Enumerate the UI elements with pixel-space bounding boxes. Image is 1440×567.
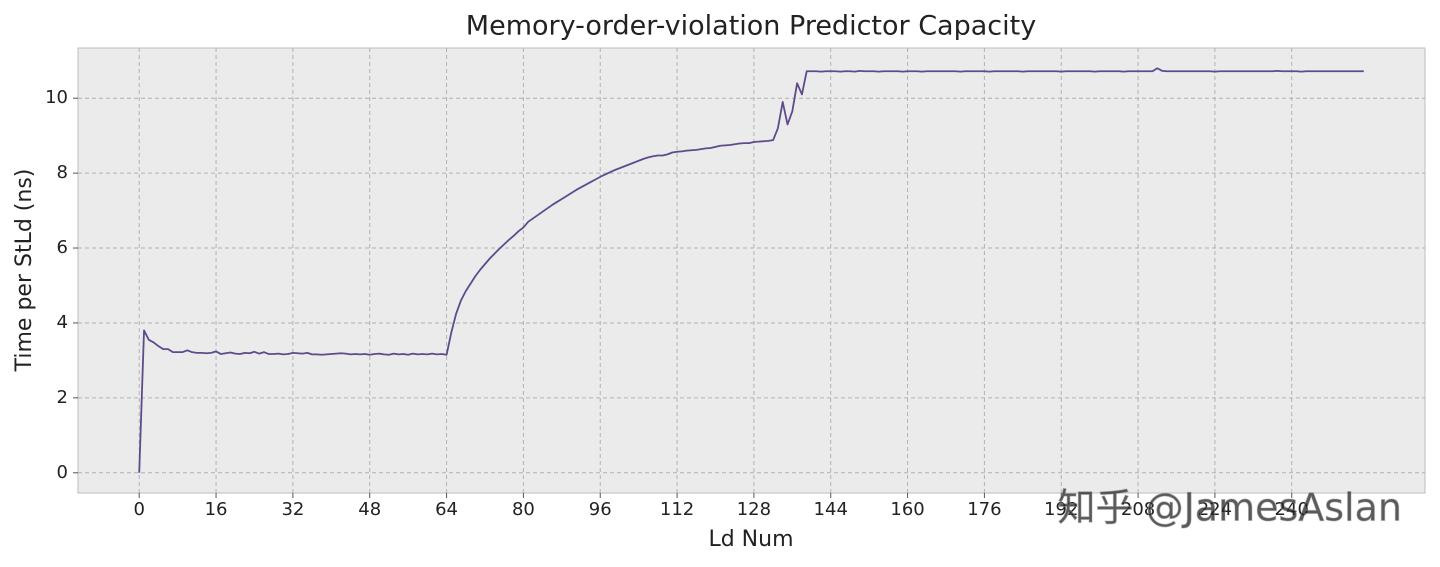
y-tick-label: 2: [57, 387, 68, 408]
y-tick-label: 4: [57, 312, 68, 333]
x-tick-label: 160: [890, 499, 924, 520]
x-tick-label: 32: [281, 499, 304, 520]
x-tick-label: 80: [512, 499, 535, 520]
y-tick-label: 8: [57, 162, 68, 183]
x-tick-label: 208: [1121, 499, 1155, 520]
y-tick-label: 0: [57, 462, 68, 483]
watermark: 知乎 @JamesAslan: [1058, 486, 1403, 530]
x-tick-label: 192: [1044, 499, 1078, 520]
y-tick-label: 6: [57, 237, 68, 258]
x-tick-label: 0: [134, 499, 145, 520]
x-axis-label: Ld Num: [708, 527, 793, 552]
x-tick-label: 240: [1275, 499, 1309, 520]
x-tick-label: 112: [660, 499, 694, 520]
x-tick-label: 176: [967, 499, 1001, 520]
x-tick-label: 16: [205, 499, 228, 520]
x-tick-label: 128: [737, 499, 771, 520]
x-tick-label: 48: [358, 499, 381, 520]
x-tick-label: 144: [814, 499, 848, 520]
plot-area: [77, 47, 1426, 494]
chart-title: Memory-order-violation Predictor Capacit…: [466, 11, 1036, 42]
data-line: [138, 67, 1364, 473]
y-tick-label: 10: [45, 87, 68, 108]
y-axis-label: Time per StLd (ns): [12, 169, 37, 373]
x-tick-label: 64: [435, 499, 458, 520]
x-tick-label: 224: [1198, 499, 1232, 520]
x-tick-label: 96: [589, 499, 612, 520]
